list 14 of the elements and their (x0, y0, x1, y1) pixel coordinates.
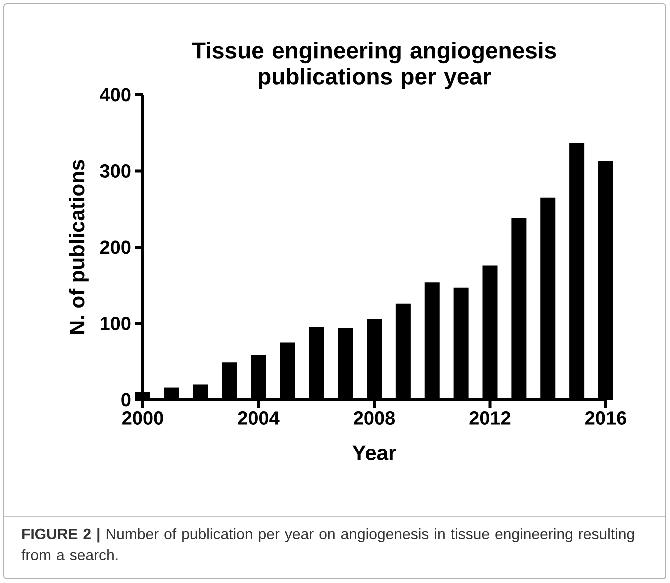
x-tick-label: 2000 (122, 412, 164, 425)
text: FIGURE 2 | Number of publication per year on angiogenesis in tissue engineering resulting from a search. (22, 528, 634, 561)
y-tick-label: 100 (100, 317, 131, 330)
y-tick-label: 400 (100, 88, 131, 102)
x-tick-label: 2004 (238, 412, 280, 425)
y-tick-label: 0 (122, 393, 131, 407)
y-tick-label: 300 (100, 164, 131, 178)
y-tick-label: 200 (100, 240, 131, 254)
x-axis-title: Year (352, 446, 396, 460)
x-tick-label: 2012 (470, 412, 511, 425)
x-tick-label: 2016 (586, 412, 626, 425)
x-tick-label: 2008 (354, 412, 396, 425)
chart-title: Tissue engineering angiogenesis publications per year (192, 42, 556, 90)
y-axis-title: N. of publications (69, 160, 89, 334)
